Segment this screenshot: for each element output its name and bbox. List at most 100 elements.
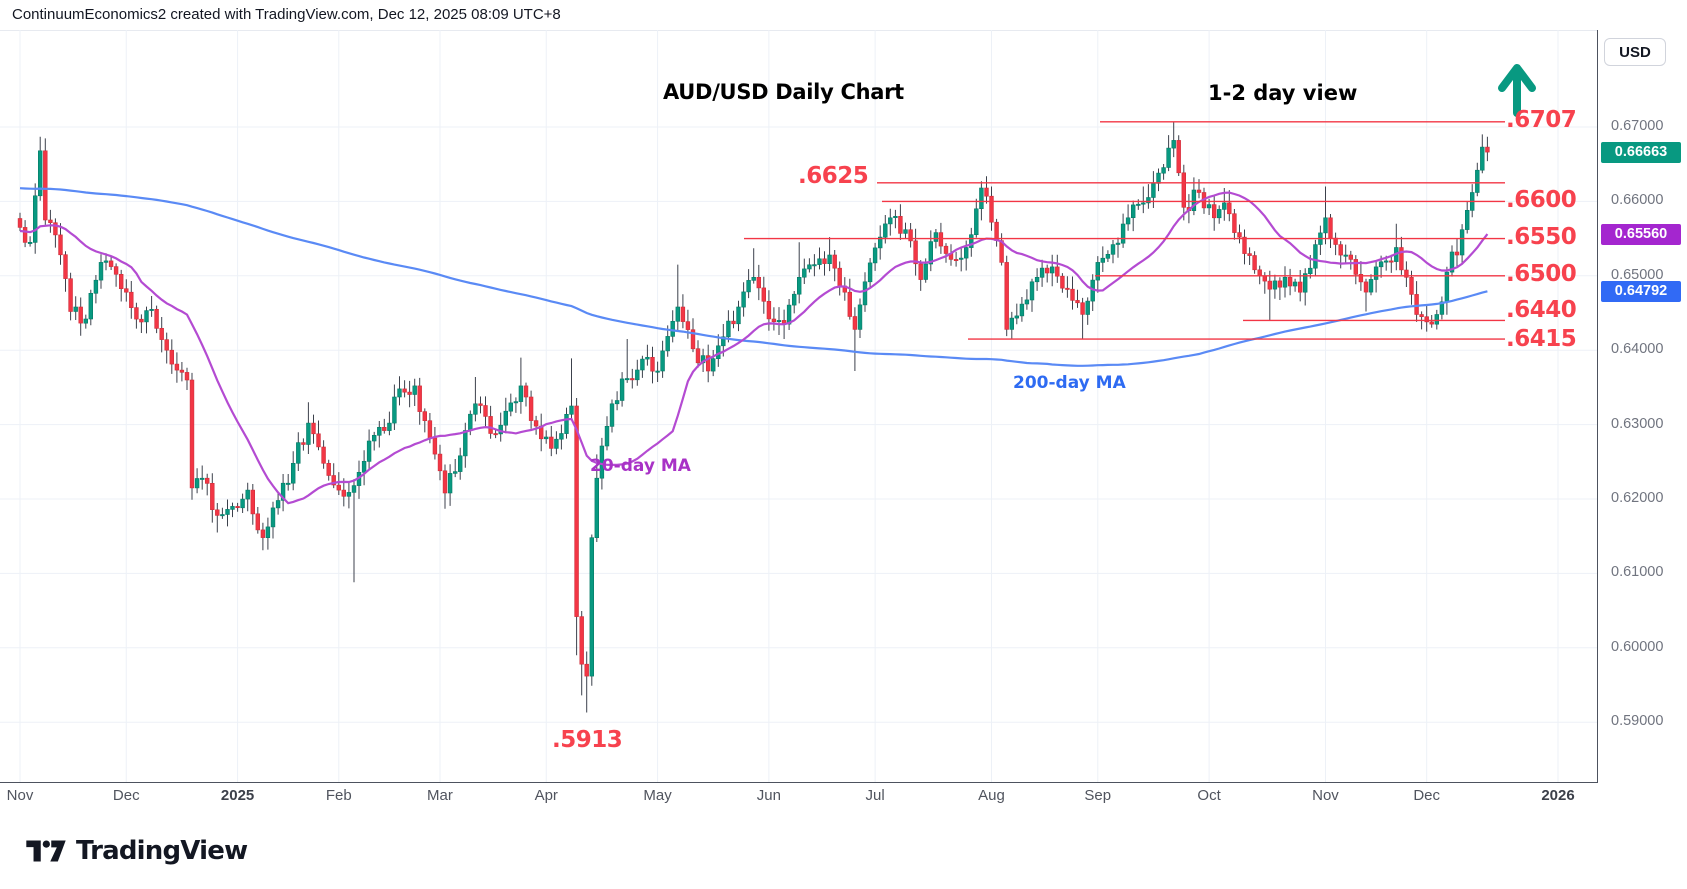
level-label-6625: .6625 xyxy=(798,163,869,189)
candle-up xyxy=(645,356,650,360)
tradingview-logo[interactable]: TradingView xyxy=(25,836,248,866)
candle-down xyxy=(437,453,443,472)
candle-up xyxy=(1014,315,1020,319)
candle-down xyxy=(341,489,346,497)
candle-down xyxy=(331,475,336,486)
candle-up xyxy=(741,291,746,308)
candle-up xyxy=(387,422,392,431)
candle-down xyxy=(1055,266,1060,277)
candle-up xyxy=(1206,204,1212,209)
level-label-6415: .6415 xyxy=(1506,326,1577,352)
candle-down xyxy=(918,263,923,280)
candlestick-plot[interactable] xyxy=(0,30,1597,782)
currency-button[interactable]: USD xyxy=(1604,38,1666,66)
candle-down xyxy=(837,267,842,287)
candle-up xyxy=(1136,203,1141,206)
candle-down xyxy=(124,288,129,293)
candle-up xyxy=(640,358,645,371)
candle-up xyxy=(594,477,600,539)
time-label-Jun: Jun xyxy=(756,787,781,804)
candle-up xyxy=(1272,280,1278,290)
candle-down xyxy=(417,385,422,412)
candle-up xyxy=(867,262,873,283)
candle-up xyxy=(660,350,665,372)
candle-down xyxy=(1070,288,1075,301)
candle-up xyxy=(776,320,782,322)
time-label-Jul: Jul xyxy=(865,787,885,804)
candle-down xyxy=(1176,140,1181,174)
candle-up xyxy=(518,385,524,402)
up-arrow-icon xyxy=(1498,64,1536,117)
price-axis[interactable]: USD 0.67000 0.66000 0.65000 0.64000 0.63000 0… xyxy=(1598,30,1687,812)
candle-up xyxy=(1100,257,1106,263)
price-axis-divider xyxy=(1597,30,1598,812)
chart-pane[interactable]: AUD/USD Daily Chart 1-2 day view 20-day … xyxy=(0,30,1597,782)
price-tick-0.65000: 0.65000 xyxy=(1611,266,1664,283)
candle-up xyxy=(1034,277,1040,283)
candle-up xyxy=(508,402,513,412)
candle-down xyxy=(690,329,696,350)
candle-up xyxy=(751,277,756,281)
candle-up xyxy=(1146,197,1151,204)
candle-up xyxy=(736,306,741,325)
candle-up xyxy=(802,268,807,278)
candle-up xyxy=(589,537,595,677)
candle-down xyxy=(402,388,407,393)
time-axis[interactable]: Nov Dec 2025 Feb Mar Apr May Jun Jul Aug Sep Oct Nov… xyxy=(0,783,1687,812)
candle-down xyxy=(1212,204,1217,219)
candle-up xyxy=(862,281,868,306)
price-tick-0.63000: 0.63000 xyxy=(1611,415,1664,432)
time-label-Sep: Sep xyxy=(1084,787,1112,804)
candle-down xyxy=(250,489,255,515)
candle-down xyxy=(1075,300,1080,304)
candle-up xyxy=(665,336,670,352)
candle-down xyxy=(832,254,837,269)
time-label-Nov: Nov xyxy=(1312,787,1339,804)
candle-up xyxy=(675,306,681,322)
candle-down xyxy=(822,258,827,264)
candle-up xyxy=(1459,229,1465,256)
candle-up xyxy=(93,279,99,294)
tradingview-logo-icon[interactable] xyxy=(25,836,67,866)
price-badge-ma20: 0.65560 xyxy=(1601,223,1681,245)
candle-down xyxy=(908,229,913,242)
candle-up xyxy=(27,242,33,244)
time-label-2026: 2026 xyxy=(1541,787,1575,804)
candle-up xyxy=(877,236,883,249)
candle-down xyxy=(1045,267,1050,274)
candle-down xyxy=(1404,269,1409,278)
candle-down xyxy=(432,437,438,455)
candle-down xyxy=(235,506,240,508)
tradingview-logo-text[interactable]: TradingView xyxy=(76,836,248,866)
level-label-5913: .5913 xyxy=(552,727,623,753)
candle-up xyxy=(1039,267,1045,278)
candle-up xyxy=(564,413,569,434)
candle-up xyxy=(412,385,417,395)
candle-down xyxy=(108,260,114,267)
candle-down xyxy=(1227,202,1232,215)
price-tick-0.59000: 0.59000 xyxy=(1611,713,1664,730)
candle-up xyxy=(457,455,463,472)
candle-up xyxy=(817,258,822,265)
candle-up xyxy=(1171,140,1176,149)
candle-up xyxy=(351,485,357,493)
candle-down xyxy=(48,219,53,224)
candle-up xyxy=(1131,204,1136,218)
candle-down xyxy=(1429,321,1434,325)
candle-up xyxy=(791,293,797,306)
candle-down xyxy=(255,513,260,531)
candle-up xyxy=(554,438,559,449)
candle-up xyxy=(969,234,974,248)
candle-up xyxy=(670,320,675,337)
candle-down xyxy=(336,484,341,491)
candle-up xyxy=(1323,217,1328,234)
candle-up xyxy=(285,482,291,485)
level-label-6600: .6600 xyxy=(1506,187,1577,213)
candle-down xyxy=(1389,260,1394,263)
candle-up xyxy=(37,150,43,197)
candle-down xyxy=(953,259,959,261)
candle-up xyxy=(903,229,908,234)
candle-up xyxy=(1480,146,1485,171)
candle-up xyxy=(270,507,276,528)
candle-down xyxy=(316,433,321,448)
